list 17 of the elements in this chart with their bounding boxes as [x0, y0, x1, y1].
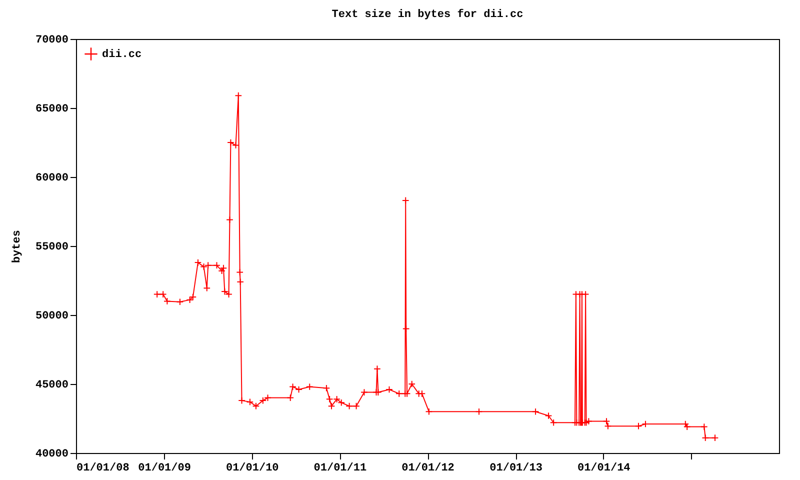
y-tick-label: 70000	[35, 34, 68, 46]
y-tick-label: 65000	[35, 104, 68, 116]
x-tick-label: 01/01/14	[577, 462, 631, 474]
x-tick-label: 01/01/13	[490, 462, 543, 474]
y-tick-label: 60000	[35, 172, 68, 184]
x-tick-label: 01/01/12	[402, 462, 454, 474]
chart-title: Text size in bytes for dii.cc	[332, 8, 524, 21]
y-tick-label: 40000	[35, 448, 68, 460]
x-tick-label: 01/01/08	[76, 462, 130, 474]
x-tick-label: 01/01/10	[226, 462, 279, 474]
legend-label: dii.cc	[102, 49, 142, 61]
y-tick-label: 45000	[35, 380, 68, 392]
x-tick-label: 01/01/11	[314, 462, 367, 474]
y-tick-label: 50000	[35, 310, 68, 322]
x-tick-label: 01/01/09	[138, 462, 191, 474]
y-tick-label: 55000	[35, 242, 68, 254]
y-axis-title: bytes	[11, 230, 24, 264]
